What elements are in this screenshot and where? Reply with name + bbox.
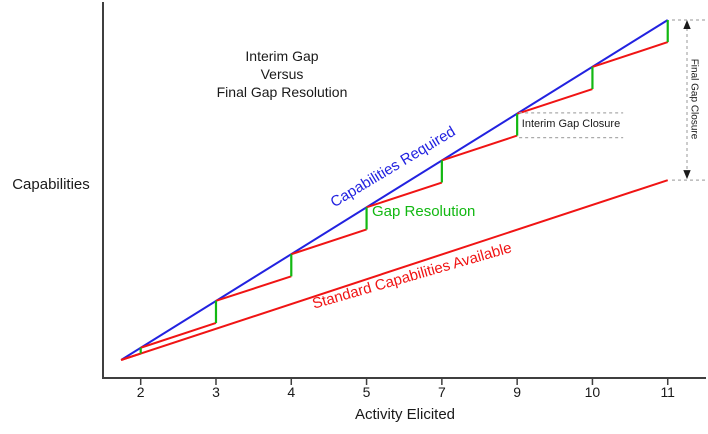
capabilities-required-line [120,19,669,361]
chart-title-line3: Final Gap Resolution [216,84,348,100]
x-tick-label-10: 10 [584,384,601,400]
final-gap-closure-annotation: Final Gap Closure [688,58,700,140]
x-tick-label-9: 9 [513,384,522,400]
y-axis-label: Capabilities [12,176,90,193]
chart-title-line1: Interim Gap [245,48,319,64]
x-tick-label-4: 4 [287,384,296,400]
chart-title-line2: Versus [260,66,304,82]
interim-gap-closure-dashed-lines [519,112,624,139]
gap-closure-segments [139,20,669,354]
interim-gap-closure-annotation: Interim Gap Closure [521,118,621,130]
x-axis-ticks [139,378,669,385]
arrow-down-icon [683,170,691,180]
gap-resolution-sawtooth-line [120,41,669,361]
x-tick-label-5: 5 [362,384,371,400]
x-axis-label: Activity Elicited [354,406,456,423]
gap-resolution-line-label: Gap Resolution [372,203,476,220]
standard-capabilities-line [120,179,669,361]
x-tick-label-2: 2 [136,384,145,400]
arrow-up-icon [683,20,691,29]
x-tick-label-7: 7 [437,384,446,400]
x-tick-label-11: 11 [660,384,675,400]
chart-title: Interim Gap Versus Final Gap Resolution [167,47,397,101]
x-tick-label-3: 3 [212,384,220,400]
